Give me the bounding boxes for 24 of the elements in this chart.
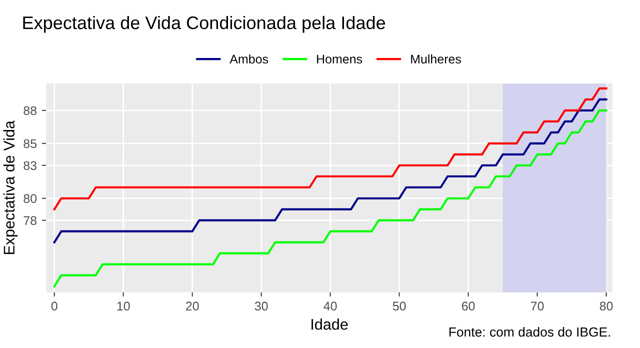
y-tick-label: 80 bbox=[24, 194, 37, 204]
legend-label: Mulheres bbox=[411, 54, 462, 64]
y-tick-label: 83 bbox=[24, 161, 37, 170]
x-tick-label: 70 bbox=[530, 302, 544, 311]
line-series bbox=[53, 98, 608, 244]
x-tick-label: 0 bbox=[51, 302, 58, 311]
y-tick-label: 85 bbox=[24, 139, 37, 148]
y-axis-title: Expectativa de Vida bbox=[3, 120, 18, 254]
y-tick-label: 88 bbox=[24, 106, 37, 116]
x-tick-label: 40 bbox=[324, 302, 337, 311]
x-tick-label: 50 bbox=[392, 302, 406, 311]
x-tick-label: 10 bbox=[117, 302, 130, 311]
x-axis-title: Idade bbox=[312, 318, 348, 330]
line-series bbox=[53, 87, 608, 210]
line-series bbox=[53, 109, 608, 288]
chart-title: Expectativa de Vida Condicionada pela Idade bbox=[23, 16, 386, 33]
source-note: Fonte: com dados do IBGE. bbox=[449, 327, 610, 337]
x-tick-label: 80 bbox=[600, 302, 613, 311]
x-tick-label: 60 bbox=[462, 302, 475, 311]
legend-label: Ambos bbox=[230, 54, 268, 64]
y-tick-label: 78 bbox=[24, 216, 37, 225]
x-tick-label: 30 bbox=[254, 302, 268, 311]
x-tick-label: 20 bbox=[186, 302, 199, 311]
legend-label: Homens bbox=[317, 54, 362, 64]
